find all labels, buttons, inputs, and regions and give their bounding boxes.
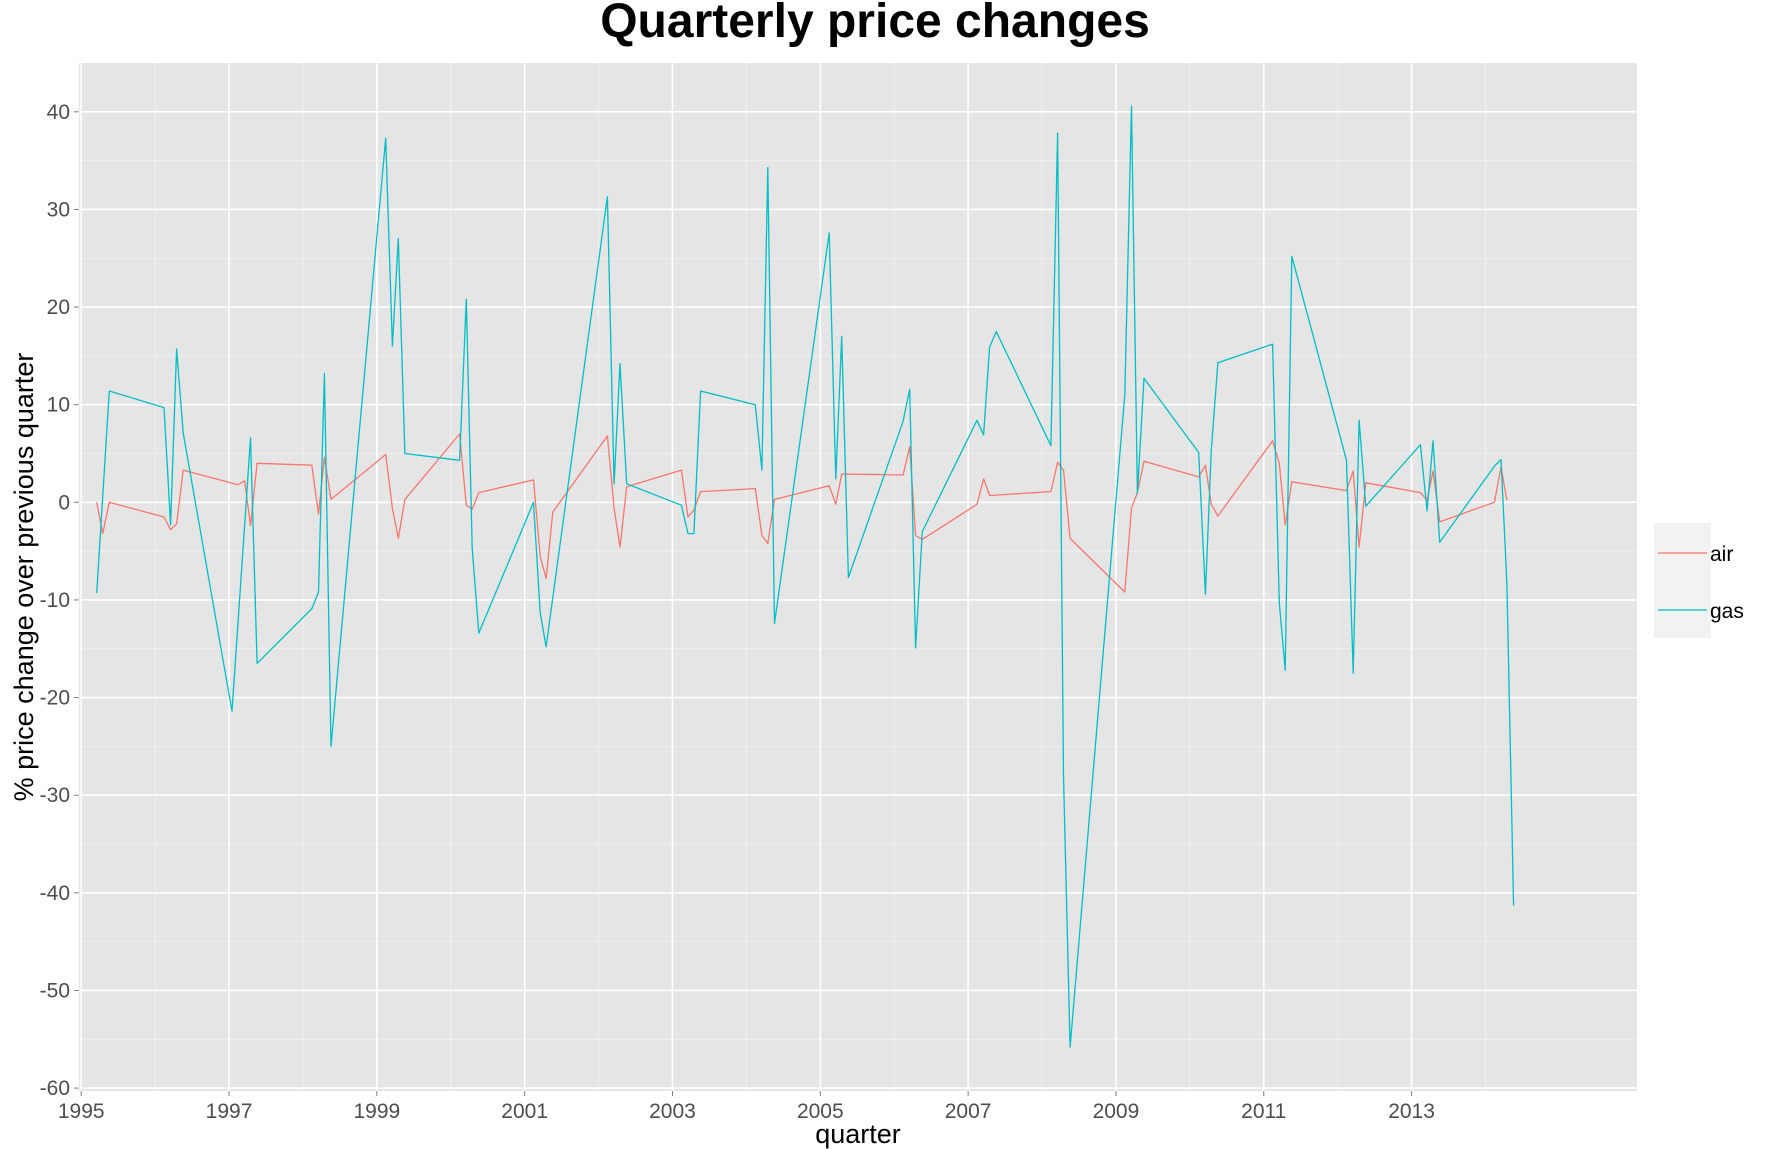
major-grid	[79, 63, 1637, 1091]
minor-grid	[79, 63, 1637, 1091]
x-axis-title: quarter	[815, 1119, 901, 1149]
y-tick-label: 10	[47, 394, 70, 417]
series-line-gas	[96, 105, 1515, 1048]
x-tick-label: 1997	[206, 1100, 253, 1123]
x-tick-label: 2009	[1093, 1100, 1140, 1123]
chart-title: Quarterly price changes	[600, 0, 1150, 48]
x-tick-label: 2001	[501, 1100, 548, 1123]
plot-panel	[79, 63, 1637, 1091]
x-tick-label: 2003	[649, 1100, 696, 1123]
x-axis: 1995 1997 1999 2001 2003 2005 2007 2009 2011 2013	[58, 1091, 1435, 1123]
legend: air gas	[1654, 523, 1744, 638]
y-axis-title: % price change over previous quarter	[9, 353, 39, 802]
y-tick-label: 30	[47, 198, 70, 221]
y-tick-label: -40	[40, 882, 70, 905]
x-tick-label: 1995	[58, 1100, 105, 1123]
legend-key-gas	[1656, 582, 1709, 635]
x-tick-label: 2013	[1388, 1100, 1435, 1123]
x-tick-label: 1999	[353, 1100, 400, 1123]
y-tick-label: 20	[47, 296, 70, 319]
legend-label-air: air	[1710, 543, 1733, 566]
legend-key-air	[1656, 525, 1709, 578]
y-tick-label: -60	[40, 1077, 70, 1100]
y-tick-label: 0	[58, 491, 70, 514]
y-tick-label: -50	[40, 979, 70, 1002]
x-tick-label: 2007	[945, 1100, 992, 1123]
y-tick-label: 40	[47, 101, 70, 124]
x-tick-label: 2005	[797, 1100, 844, 1123]
y-tick-label: -30	[40, 784, 70, 807]
y-tick-label: -10	[40, 589, 70, 612]
y-axis: -60 -50 -40 -30 -20 -10 0 10 20 30 40	[40, 101, 79, 1100]
y-tick-label: -20	[40, 687, 70, 710]
legend-label-gas: gas	[1710, 600, 1744, 623]
series-layer	[96, 105, 1515, 1048]
x-tick-label: 2011	[1241, 1100, 1286, 1123]
